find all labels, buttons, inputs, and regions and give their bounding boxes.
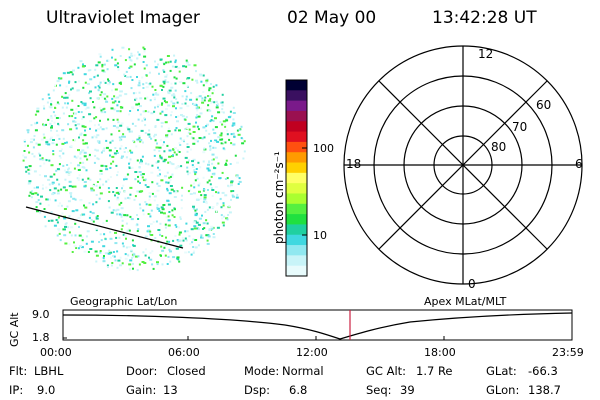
- lat-label-60: 60: [536, 98, 552, 112]
- altitude-curve: [62, 312, 573, 340]
- colorbar-label-100: 100: [313, 142, 334, 155]
- date-label: 02 May 00: [287, 8, 377, 28]
- lat-label-80: 80: [491, 140, 507, 154]
- glon-value: 138.7: [528, 383, 561, 397]
- color-bar-band: [286, 141, 307, 153]
- time-label: 13:42:28 UT: [432, 8, 537, 28]
- mode-value: Normal: [282, 364, 324, 378]
- dsp-label: Dsp:: [244, 383, 271, 397]
- color-bar-band: [286, 152, 307, 164]
- gain-value: 13: [163, 383, 178, 397]
- altitude-axis-label: GC Alt: [8, 312, 21, 347]
- uv-image-geographic: [22, 46, 246, 272]
- color-bar-band: [286, 245, 307, 256]
- alt-xlabel-2359: 23:59: [552, 346, 584, 359]
- alt-xlabel-0000: 00:00: [40, 346, 72, 359]
- colorbar-label-10: 10: [313, 229, 327, 242]
- color-bar-band: [286, 90, 307, 102]
- dsp-value: 6.8: [289, 383, 308, 397]
- alt-ytick-1_8: 1.8: [32, 331, 50, 344]
- filter-label: Flt:: [9, 364, 28, 378]
- alt-xlabel-0600: 06:00: [168, 346, 200, 359]
- altitude-panel-frame: [62, 309, 573, 341]
- color-bar-band: [286, 131, 307, 143]
- color-bar: [286, 80, 307, 277]
- color-bar-band: [286, 265, 307, 277]
- color-bar-band: [286, 224, 307, 236]
- ip-value: 9.0: [37, 383, 56, 397]
- seq-value: 39: [400, 383, 415, 397]
- lat-label-70: 70: [512, 120, 528, 134]
- color-bar-band: [286, 183, 307, 194]
- terminator-line: [25, 206, 184, 249]
- mlt-label-0: 0: [468, 277, 476, 291]
- glat-label: GLat:: [486, 364, 517, 378]
- color-bar-band: [286, 100, 307, 112]
- color-bar-band: [286, 80, 307, 91]
- mode-label: Mode:: [244, 364, 280, 378]
- polar-diagonal-2: [378, 80, 548, 250]
- colorbar-unit-label: photon cm⁻²s⁻¹: [272, 151, 286, 244]
- door-label: Door:: [126, 364, 158, 378]
- color-bar-band: [286, 203, 307, 215]
- glat-value: -66.3: [528, 364, 558, 378]
- color-bar-band: [286, 162, 307, 174]
- mlt-label-12: 12: [478, 47, 494, 61]
- mlt-label-6: 6: [575, 157, 583, 171]
- gc-alt-label: GC Alt:: [366, 364, 407, 378]
- color-bar-band: [286, 193, 307, 205]
- color-bar-band: [286, 234, 307, 246]
- alt-ytick-9: 9.0: [32, 308, 50, 321]
- glon-label: GLon:: [486, 383, 520, 397]
- alt-xlabel-1200: 12:00: [296, 346, 328, 359]
- gc-alt-value: 1.7 Re: [416, 364, 453, 378]
- instrument-title: Ultraviolet Imager: [46, 8, 200, 28]
- filter-value: LBHL: [34, 364, 64, 378]
- geographic-coord-title: Geographic Lat/Lon: [70, 295, 178, 308]
- color-bar-band: [286, 121, 307, 133]
- color-bar-band: [286, 214, 307, 225]
- color-bar-band: [286, 110, 307, 122]
- alt-xlabel-1800: 18:00: [424, 346, 456, 359]
- color-bar-band: [286, 255, 307, 267]
- seq-label: Seq:: [366, 383, 392, 397]
- color-bar-band: [286, 172, 307, 184]
- color-bar-frame: [285, 79, 308, 277]
- polar-plot: [343, 45, 583, 285]
- gain-label: Gain:: [126, 383, 157, 397]
- apex-coord-title: Apex MLat/MLT: [424, 295, 507, 308]
- door-value: Closed: [167, 364, 206, 378]
- mlt-label-18: 18: [346, 157, 362, 171]
- ip-label: IP:: [9, 383, 24, 397]
